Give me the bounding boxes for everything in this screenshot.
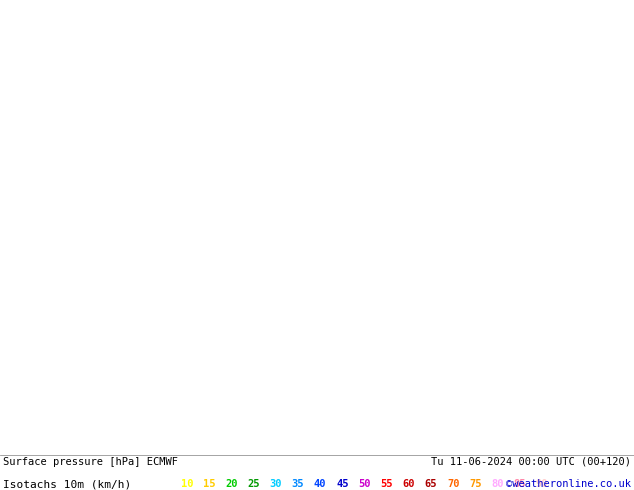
Text: 55: 55 (380, 479, 393, 490)
Text: ©weatheronline.co.uk: ©weatheronline.co.uk (506, 479, 631, 490)
Text: 10: 10 (181, 479, 193, 490)
Text: 60: 60 (403, 479, 415, 490)
Text: 15: 15 (203, 479, 216, 490)
Text: Isotachs 10m (km/h): Isotachs 10m (km/h) (3, 479, 131, 490)
Text: 35: 35 (292, 479, 304, 490)
Text: 40: 40 (314, 479, 327, 490)
Text: 50: 50 (358, 479, 371, 490)
Text: 80: 80 (491, 479, 504, 490)
Text: Tu 11-06-2024 00:00 UTC (00+120): Tu 11-06-2024 00:00 UTC (00+120) (431, 457, 631, 467)
Text: 65: 65 (425, 479, 437, 490)
Text: 90: 90 (536, 479, 548, 490)
Text: 20: 20 (225, 479, 238, 490)
Text: 45: 45 (336, 479, 349, 490)
Text: 25: 25 (247, 479, 260, 490)
Text: 30: 30 (269, 479, 282, 490)
Text: 75: 75 (469, 479, 482, 490)
Text: 85: 85 (514, 479, 526, 490)
Text: 70: 70 (447, 479, 460, 490)
Text: Surface pressure [hPa] ECMWF: Surface pressure [hPa] ECMWF (3, 457, 178, 467)
